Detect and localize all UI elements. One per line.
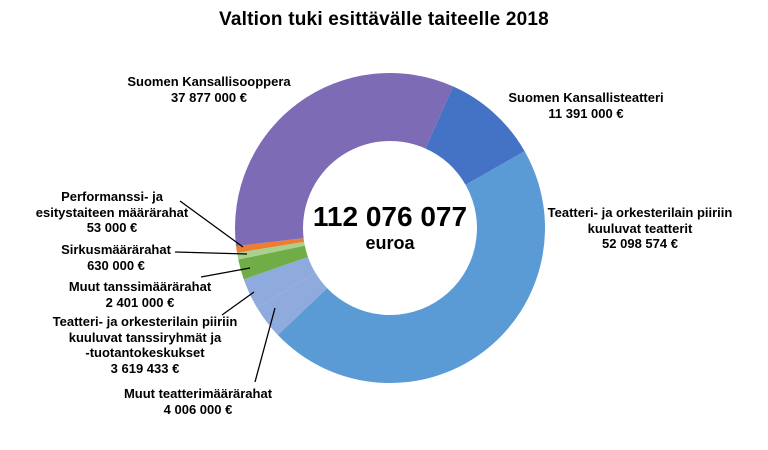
- leader-line-sirkus: [174, 251, 248, 255]
- label-muut-tanssi: Muut tanssimäärärahat 2 401 000 €: [68, 279, 212, 310]
- slice-teatterit: [277, 151, 546, 384]
- slice-performanssi: [236, 238, 305, 253]
- slice-muut-tanssi: [238, 245, 308, 280]
- leader-line-performanssi: [179, 200, 244, 248]
- leader-line-muut-tanssi: [200, 267, 251, 278]
- slice-kansallisteatteri: [425, 86, 525, 185]
- leader-line-tanssiryhmat: [221, 291, 255, 316]
- label-muut-teatteri: Muut teatterimäärärahat 4 006 000 €: [123, 386, 273, 417]
- leader-line-muut-teatteri: [254, 307, 276, 383]
- label-ooppera: Suomen Kansallisooppera 37 877 000 €: [127, 74, 291, 105]
- donut-center-label: 112 076 077 euroa: [290, 201, 490, 254]
- slice-tanssiryhmat: [243, 256, 316, 308]
- chart-title: Valtion tuki esittävälle taiteelle 2018: [219, 9, 549, 30]
- leader-lines: [174, 200, 276, 383]
- label-kansallisteatteri: Suomen Kansallisteatteri 11 391 000 €: [508, 90, 664, 121]
- label-tanssiryhmat: Teatteri- ja orkesterilain piiriin kuulu…: [52, 314, 238, 376]
- label-sirkus: Sirkusmäärärahat 630 000 €: [61, 242, 171, 273]
- label-teatterit: Teatteri- ja orkesterilain piiriin kuulu…: [547, 205, 733, 252]
- slice-sirkus: [237, 241, 305, 260]
- total-unit: euroa: [365, 233, 415, 253]
- donut-slices: [234, 73, 546, 384]
- slice-muut-teatteri: [257, 272, 328, 336]
- label-performanssi: Performanssi- ja esitystaiteen määräraha…: [35, 189, 189, 236]
- total-value: 112 076 077: [312, 201, 468, 232]
- slice-ooppera: [234, 73, 454, 247]
